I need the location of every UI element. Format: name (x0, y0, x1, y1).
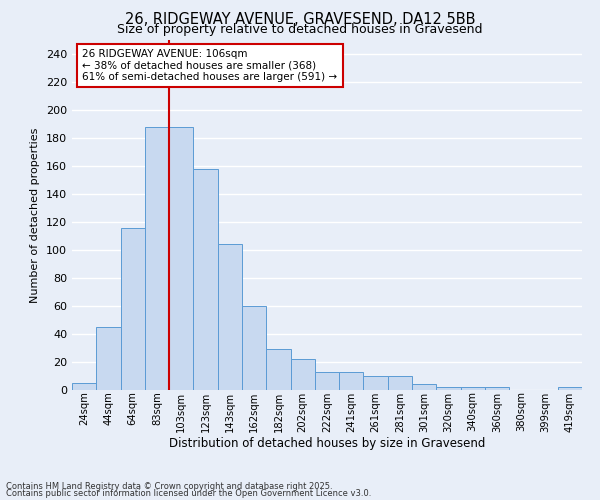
Bar (388, 376, 412, 390)
Bar (266, 350, 290, 390)
Text: Contains HM Land Registry data © Crown copyright and database right 2025.: Contains HM Land Registry data © Crown c… (6, 482, 332, 491)
Bar (169, 127, 193, 390)
Bar (315, 372, 339, 390)
Text: 26, RIDGEWAY AVENUE, GRAVESEND, DA12 5BB: 26, RIDGEWAY AVENUE, GRAVESEND, DA12 5BB (125, 12, 475, 28)
Bar (436, 387, 461, 390)
Bar (145, 127, 169, 390)
Bar (121, 228, 145, 390)
Bar (461, 387, 485, 390)
Bar (242, 306, 266, 390)
Bar (193, 169, 218, 390)
Bar (558, 387, 582, 390)
Bar (96, 327, 121, 390)
Text: 26 RIDGEWAY AVENUE: 106sqm
← 38% of detached houses are smaller (368)
61% of sem: 26 RIDGEWAY AVENUE: 106sqm ← 38% of deta… (82, 49, 337, 82)
Bar (339, 372, 364, 390)
X-axis label: Distribution of detached houses by size in Gravesend: Distribution of detached houses by size … (169, 438, 485, 450)
Bar (485, 387, 509, 390)
Text: Contains public sector information licensed under the Open Government Licence v3: Contains public sector information licen… (6, 488, 371, 498)
Y-axis label: Number of detached properties: Number of detached properties (31, 128, 40, 302)
Bar (72, 383, 96, 390)
Text: Size of property relative to detached houses in Gravesend: Size of property relative to detached ho… (117, 22, 483, 36)
Bar (412, 384, 436, 390)
Bar (364, 376, 388, 390)
Bar (290, 359, 315, 390)
Bar (218, 244, 242, 390)
